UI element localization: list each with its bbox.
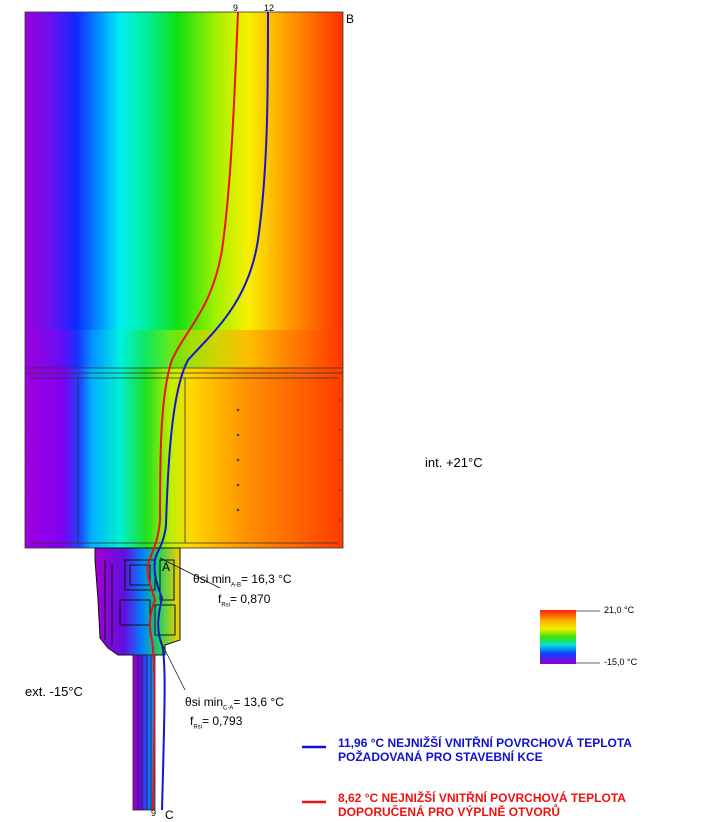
leader-ca	[159, 639, 186, 691]
f-ca-annotation: fRsi= 0,793	[190, 714, 242, 730]
f-ab-annotation: fRsi= 0,870	[218, 592, 270, 608]
legend-item-blue: 11,96 °C NEJNIŽŠÍ VNITŘNÍ POVRCHOVÁ TEPL…	[338, 736, 632, 764]
legend-red-line2: DOPORUČENÁ PRO VÝPLNĚ OTVORŮ	[338, 805, 561, 819]
wall-lower	[25, 368, 343, 548]
point-b-label: B	[346, 12, 355, 26]
point-a-label: A	[162, 560, 171, 574]
wall-upper	[25, 12, 343, 368]
theta-ab-label: si min	[199, 572, 232, 586]
theta-ca-label: si min	[191, 695, 224, 709]
temperature-scale-bar	[540, 610, 576, 664]
theta-ca-annotation: θsi minC-A= 13,6 °C	[185, 695, 284, 711]
theta-symbol: θ	[193, 572, 200, 586]
isotherm-label-bottom: 9	[151, 808, 157, 818]
theta-ab-value: = 16,3 °C	[241, 572, 292, 586]
isotherm-blue	[153, 11, 269, 811]
point-c-label: C	[165, 808, 174, 822]
wall-transition	[25, 330, 343, 368]
f-ab-value: = 0,870	[230, 592, 271, 606]
f-ca-sub: Rsi	[193, 724, 203, 731]
legend-blue-line1: 11,96 °C NEJNIŽŠÍ VNITŘNÍ POVRCHOVÁ TEPL…	[338, 736, 632, 750]
scale-min-label: -15,0 °C	[604, 657, 638, 667]
f-ca-label: f	[190, 714, 194, 728]
theta-ca-sub: C-A	[223, 705, 234, 712]
interior-label: int. +21°C	[425, 455, 483, 470]
theta-symbol: θ	[185, 695, 192, 709]
legend-red-line1: 8,62 °C NEJNIŽŠÍ VNITŘNÍ POVRCHOVÁ TEPLO…	[338, 791, 626, 805]
legend-blue-line2: POŽADOVANÁ PRO STAVEBNÍ KCE	[338, 750, 543, 764]
anchor-dots	[27, 399, 341, 521]
f-ab-label: f	[218, 592, 222, 606]
glazing	[132, 654, 156, 811]
isotherm-red	[146, 11, 239, 811]
theta-ca-value: = 13,6 °C	[233, 695, 284, 709]
legend-item-red: 8,62 °C NEJNIŽŠÍ VNITŘNÍ POVRCHOVÁ TEPLO…	[338, 791, 626, 819]
isotherm-label-12: 12	[264, 3, 275, 13]
f-ab-sub: Rsi	[221, 602, 231, 609]
exterior-label: ext. -15°C	[25, 684, 83, 699]
f-ca-value: = 0,793	[202, 714, 243, 728]
theta-ab-annotation: θsi minA-B= 16,3 °C	[193, 572, 292, 588]
scale-max-label: 21,0 °C	[604, 605, 635, 615]
isotherm-label-9: 9	[233, 3, 239, 13]
theta-ab-sub: A-B	[231, 582, 242, 589]
structure-lines	[24, 11, 344, 549]
leader-ab	[159, 557, 221, 589]
